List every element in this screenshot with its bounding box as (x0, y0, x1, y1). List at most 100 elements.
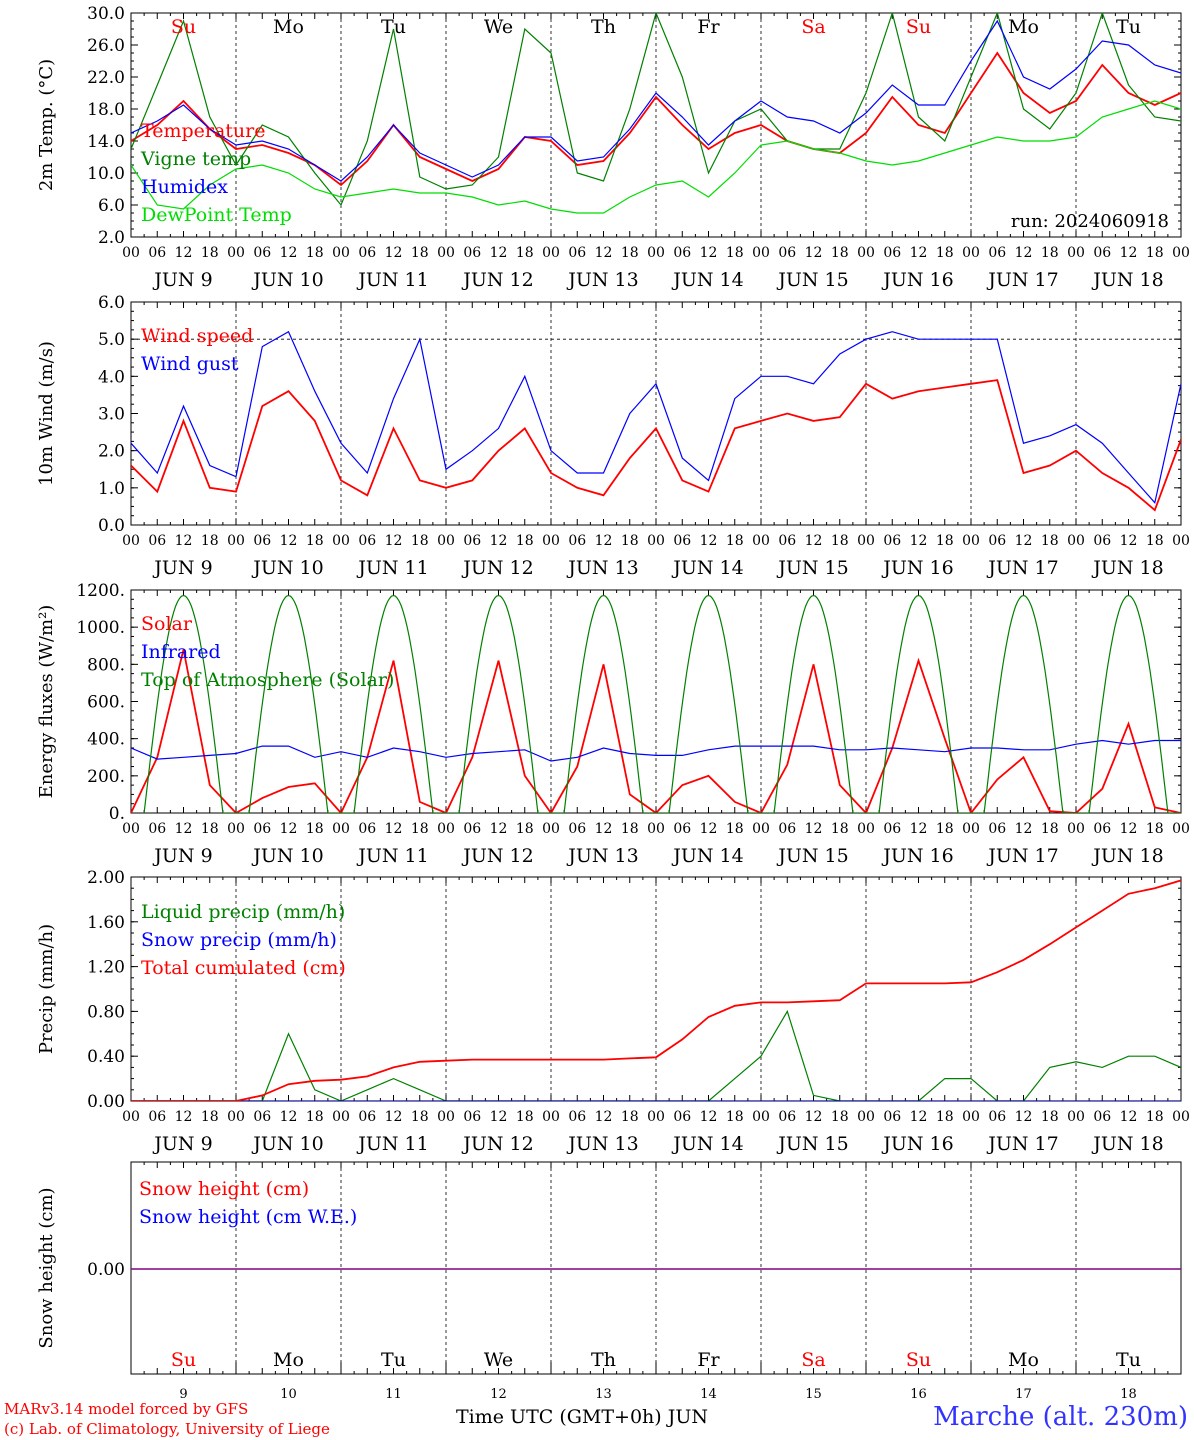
hour-label: 18 (1041, 533, 1059, 549)
hour-label: 12 (175, 245, 193, 261)
hour-label: 00 (647, 533, 665, 549)
hour-label: 18 (1041, 1109, 1059, 1125)
hour-label: 06 (463, 245, 481, 261)
y-tick-label: 1000. (76, 618, 125, 638)
hour-label: 00 (542, 533, 560, 549)
day-abbr: Tu (1116, 16, 1141, 38)
hour-label: 00 (962, 1109, 980, 1125)
hour-label: 00 (962, 821, 980, 837)
y-tick-label: 0.0 (98, 516, 125, 536)
y-tick-label: 2.0 (98, 442, 125, 462)
y-tick-label: 30.0 (87, 4, 125, 24)
hour-label: 12 (700, 245, 718, 261)
hour-label: 18 (516, 1109, 534, 1125)
date-label: JUN 18 (1091, 557, 1163, 579)
hour-label: 06 (673, 821, 691, 837)
date-label: JUN 17 (986, 269, 1058, 291)
legend-entry: Humidex (141, 176, 228, 198)
panel-4: 0.00 0.40 0.80 1.20 1.60 2.00 Precip (mm/h) Liq… (36, 868, 1190, 1155)
hour-label: 00 (1172, 533, 1190, 549)
date-label: JUN 18 (1091, 269, 1163, 291)
legend-entry: Total cumulated (cm) (141, 957, 346, 979)
hour-label: 18 (201, 1109, 219, 1125)
legend-entry: Top of Atmosphere (Solar) (141, 669, 394, 691)
y-tick-label: 2.00 (87, 868, 125, 888)
panel-5: 0.00 Snow height (cm) Snow height (cm) Snow… (36, 1161, 1182, 1402)
y-tick-label: 400. (87, 730, 125, 750)
hour-label: 12 (805, 533, 823, 549)
hour-label: 06 (883, 1109, 901, 1125)
day-abbr: Mo (1008, 16, 1039, 38)
series-group (131, 594, 1181, 813)
hour-label: 12 (805, 821, 823, 837)
date-label: JUN 13 (566, 1133, 638, 1155)
hour-label: 12 (1015, 245, 1033, 261)
legend-entry: Solar (141, 613, 193, 635)
hour-label: 12 (1015, 1109, 1033, 1125)
date-label: JUN 13 (566, 845, 638, 867)
hour-label: 00 (1067, 1109, 1085, 1125)
hour-label: 00 (542, 245, 560, 261)
date-label: JUN 12 (461, 845, 533, 867)
panel-2: 0.0 1.0 2.0 3.0 4.0 5.0 6.0 10m Wind (m/s) Wind … (36, 293, 1190, 579)
hour-label: 12 (1120, 245, 1138, 261)
hour-label: 18 (201, 821, 219, 837)
hour-label: 00 (332, 245, 350, 261)
hour-label: 00 (857, 533, 875, 549)
hour-label: 12 (490, 821, 508, 837)
hour-label: 06 (778, 821, 796, 837)
hour-label: 06 (253, 821, 271, 837)
hour-label: 12 (280, 533, 298, 549)
hour-label: 00 (857, 1109, 875, 1125)
hour-label: 12 (385, 533, 403, 549)
date-label: JUN 14 (671, 557, 743, 579)
hour-label: 00 (122, 1109, 140, 1125)
hour-label: 12 (385, 1109, 403, 1125)
date-label: JUN 15 (776, 845, 848, 867)
date-label: JUN 11 (356, 845, 428, 867)
day-abbr: We (484, 16, 513, 38)
date-label: JUN 10 (251, 1133, 323, 1155)
panel-3: 0. 200. 400. 600. 800. 1000. 1200. Energy fluxe… (36, 581, 1190, 867)
hour-label: 18 (936, 533, 954, 549)
hour-label: 12 (490, 245, 508, 261)
hour-label: 18 (621, 533, 639, 549)
date-label: JUN 16 (881, 1133, 953, 1155)
hour-label: 18 (306, 533, 324, 549)
hour-label: 18 (201, 533, 219, 549)
day-number: 13 (595, 1387, 612, 1402)
date-label: JUN 9 (152, 1133, 212, 1155)
day-number: 12 (490, 1387, 507, 1402)
hour-label: 12 (910, 821, 928, 837)
y-tick-label: 1.20 (87, 958, 125, 978)
y-tick-label: 0.40 (87, 1047, 125, 1067)
day-abbr: We (484, 1349, 513, 1371)
hour-label: 12 (280, 245, 298, 261)
hour-label: 18 (726, 1109, 744, 1125)
hour-label: 12 (175, 533, 193, 549)
hour-label: 18 (831, 821, 849, 837)
y-tick-label: 22.0 (87, 68, 125, 88)
y-tick-label: 1200. (76, 581, 125, 601)
hour-label: 06 (778, 533, 796, 549)
date-label: JUN 16 (881, 269, 953, 291)
date-label: JUN 9 (152, 845, 212, 867)
hour-label: 06 (988, 245, 1006, 261)
y-tick-label: 5.0 (98, 330, 125, 350)
y-tick-label: 200. (87, 767, 125, 787)
hour-label: 06 (988, 821, 1006, 837)
hour-label: 06 (1093, 821, 1111, 837)
hour-label: 06 (253, 1109, 271, 1125)
day-number: 9 (179, 1387, 187, 1402)
hour-label: 06 (673, 1109, 691, 1125)
hour-label: 18 (621, 821, 639, 837)
hour-label: 18 (726, 821, 744, 837)
date-label: JUN 17 (986, 557, 1058, 579)
hour-label: 18 (936, 1109, 954, 1125)
hour-label: 12 (700, 533, 718, 549)
hour-label: 12 (280, 821, 298, 837)
hour-label: 00 (332, 1109, 350, 1125)
hour-label: 18 (516, 245, 534, 261)
hour-label: 00 (1172, 1109, 1190, 1125)
legend-entry: Liquid precip (mm/h) (141, 901, 345, 923)
